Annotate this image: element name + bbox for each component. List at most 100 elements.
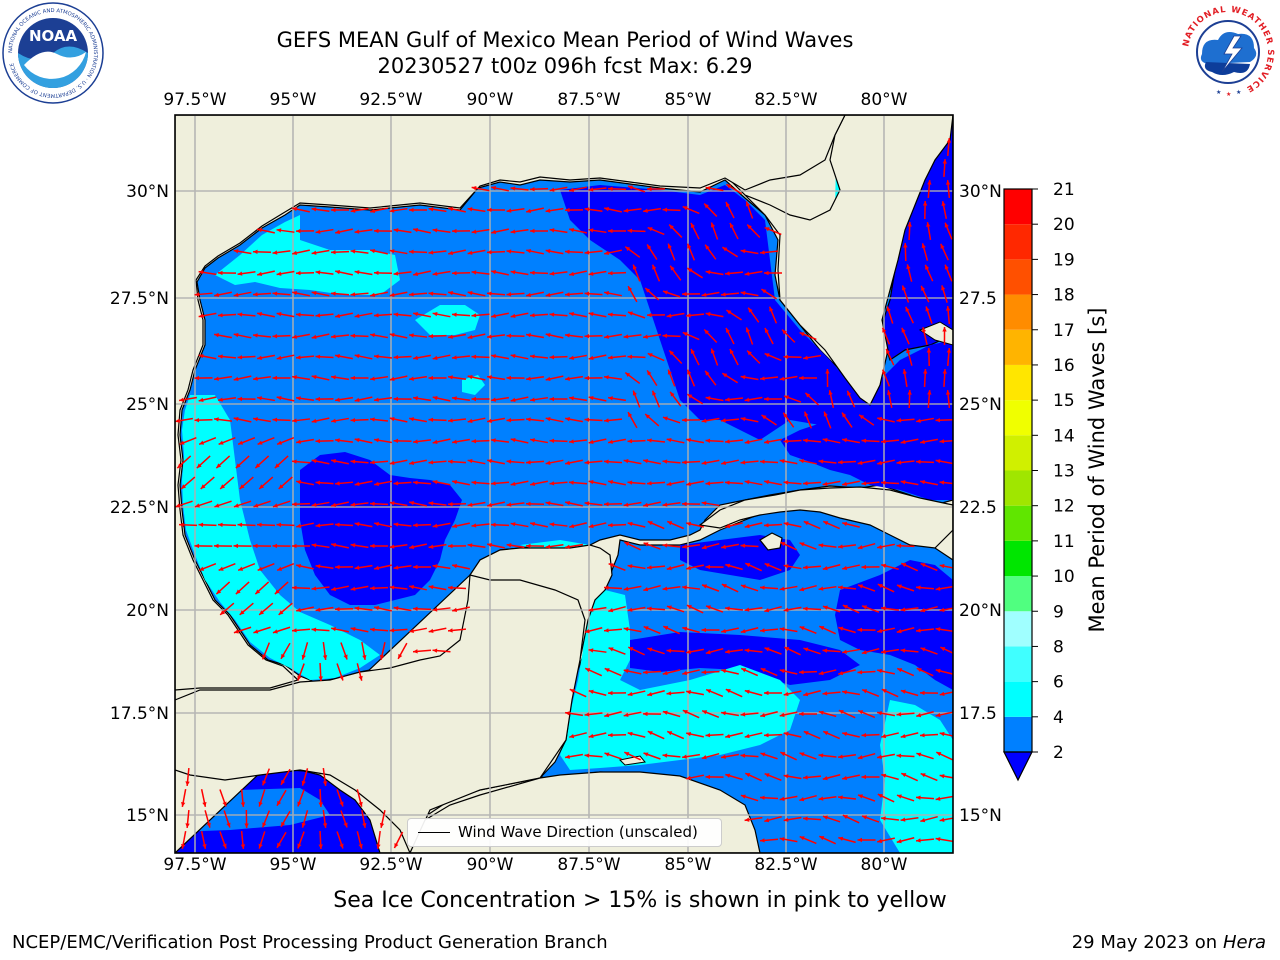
wind-arrow [647,520,665,530]
wind-arrow [861,438,880,443]
wind-arrow [252,249,272,255]
wind-arrow [724,649,744,654]
wind-arrow [545,544,564,549]
wind-arrow [822,691,841,696]
wind-arrow [941,285,948,303]
wind-arrow [662,502,681,507]
wind-arrow [926,347,932,367]
wind-arrow [447,628,467,633]
wind-arrow [272,375,291,381]
nws-logo: NATIONAL WEATHER SERVICE ★ ★ ★ [1180,4,1276,100]
wind-arrow [452,438,470,444]
wind-arrow [334,522,354,527]
wind-arrow [642,333,662,339]
wind-arrow [744,522,763,529]
wind-arrow [939,439,953,444]
wind-arrow [291,585,311,590]
wind-arrow [763,396,783,402]
central-gulf-cyan-2 [462,375,485,395]
wind-arrow [569,354,587,360]
wind-arrow [471,480,490,485]
wind-arrow [584,753,603,758]
wind-arrow [196,455,211,469]
wind-arrow [506,207,525,213]
wind-arrows [175,137,953,850]
wind-arrow [662,333,681,338]
wind-arrow [408,375,428,381]
wind-arrow [330,249,350,255]
wind-arrow [486,250,506,255]
wind-arrow [783,521,802,528]
wind-arrow [486,207,506,213]
wind-arrow [759,250,779,255]
colorbar-segment [1004,259,1032,295]
wind-arrow [900,817,919,822]
wind-arrow [799,458,817,465]
wind-arrow [921,243,929,261]
wind-arrow [608,647,626,655]
wind-arrow [471,523,490,528]
wind-arrow [354,606,373,611]
wind-arrow [896,418,915,423]
wind-arrow [564,207,584,213]
wind-arrow [257,437,275,445]
wind-arrow [373,354,393,359]
wind-arrow [759,628,779,633]
wind-arrow [744,396,763,402]
wind-arrow [828,390,835,408]
colorbar-segment [1004,435,1032,471]
wind-arrow [740,584,759,592]
wind-arrow [939,607,953,612]
wind-arrow [510,480,529,487]
wind-arrow [529,396,549,402]
wind-arrow [924,264,934,282]
wind-arrow [276,270,295,276]
wind-arrow [311,333,330,340]
wind-arrow [819,625,836,635]
wind-arrow [802,438,822,443]
wind-arrow [779,585,798,591]
wind-arrow [760,667,778,677]
wind-arrow [740,375,759,381]
colorbar-tick-label: 9 [1053,602,1064,622]
wind-arrow [178,522,198,527]
wind-arrow [356,789,363,807]
wind-arrow [903,242,908,262]
wind-arrow [529,187,549,192]
wind-arrow [295,312,315,317]
wind-arrow [744,562,763,572]
wind-arrow [896,584,915,592]
wind-arrow [799,625,817,635]
wind-arrow [588,522,607,529]
wind-arrow [877,837,895,844]
wind-arrow [253,500,271,508]
lat-tick-label: 17.5°N [110,704,169,724]
wind-arrow [491,269,509,276]
wind-arrow [607,523,627,528]
wind-arrow [564,333,584,338]
wind-arrow [646,438,666,443]
wind-arrow [721,543,739,549]
wind-arrow [857,752,876,760]
wind-arrow [491,312,509,319]
wind-arrow [783,395,802,403]
wind-arrow [253,626,271,634]
wind-arrow [198,437,217,445]
wind-arrow [920,562,938,572]
wind-arrow [920,285,930,303]
wind-arrow [584,712,603,717]
wind-arrow [666,480,685,486]
wind-arrow [662,753,681,758]
wind-arrow [740,543,759,548]
wind-arrow [223,810,231,828]
chart-title: GEFS MEAN Gulf of Mexico Mean Period of … [276,28,854,52]
wind-arrow [759,376,779,381]
wind-arrow [545,291,564,298]
wind-arrow [412,649,432,654]
wind-arrow [705,605,724,613]
wind-arrow [764,815,782,823]
wind-arrow [491,354,509,360]
wind-arrow [799,752,817,760]
wind-arrow [822,730,841,740]
wind-arrow [608,479,626,486]
